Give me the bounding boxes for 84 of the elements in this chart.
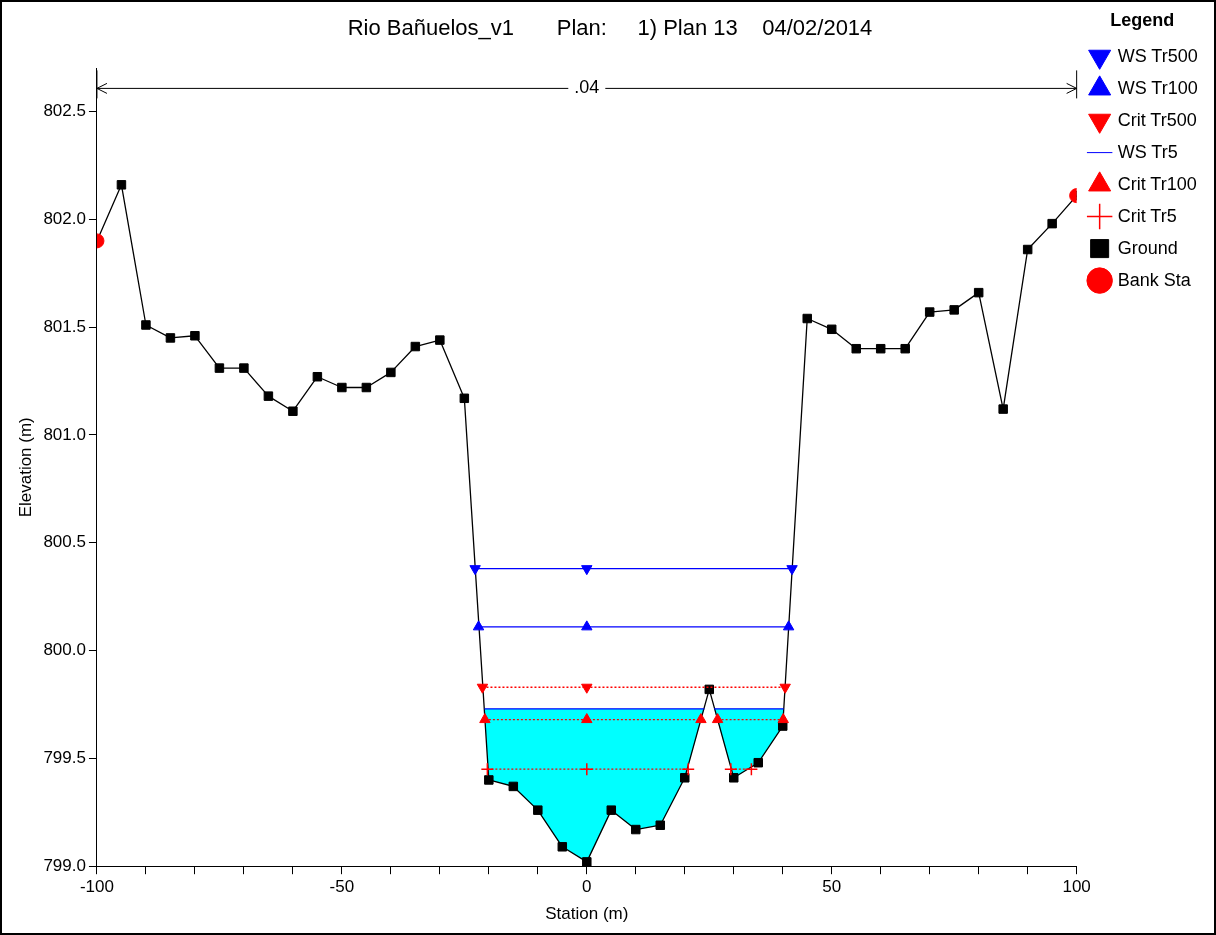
legend-label: WS Tr100 bbox=[1117, 77, 1198, 98]
point bbox=[729, 773, 739, 783]
point bbox=[533, 805, 543, 815]
point bbox=[973, 287, 984, 298]
point bbox=[386, 367, 396, 378]
point bbox=[116, 180, 127, 190]
point bbox=[744, 762, 759, 776]
legend-label: Ground bbox=[1117, 237, 1178, 258]
point bbox=[141, 320, 151, 330]
point bbox=[312, 372, 323, 382]
x-tick-label: -100 bbox=[79, 877, 114, 897]
point bbox=[826, 324, 837, 335]
point bbox=[508, 781, 519, 792]
y-tick-label: 802.0 bbox=[43, 209, 86, 229]
y-tick-label: 801.0 bbox=[43, 424, 86, 444]
point bbox=[581, 565, 593, 576]
point bbox=[581, 683, 593, 694]
y-tick-label: 800.5 bbox=[43, 532, 86, 552]
y-tick-label: 801.5 bbox=[43, 316, 86, 336]
point bbox=[802, 313, 812, 324]
point bbox=[581, 713, 593, 724]
point bbox=[724, 762, 738, 776]
point bbox=[582, 857, 592, 867]
point bbox=[263, 391, 274, 401]
point bbox=[851, 343, 861, 354]
y-tick-label: 802.5 bbox=[43, 101, 86, 121]
point bbox=[606, 805, 617, 815]
legend-label: WS Tr500 bbox=[1117, 45, 1198, 66]
point bbox=[681, 762, 695, 776]
legend-title: Legend bbox=[1110, 9, 1175, 30]
point bbox=[410, 341, 421, 352]
y-tick-label: 799.5 bbox=[43, 748, 86, 768]
x-tick-label: 50 bbox=[822, 877, 842, 897]
point bbox=[998, 404, 1008, 414]
point bbox=[753, 757, 763, 768]
point bbox=[581, 620, 593, 631]
legend-label: Crit Tr5 bbox=[1117, 205, 1177, 226]
point bbox=[239, 363, 249, 373]
point bbox=[695, 713, 707, 724]
point bbox=[779, 683, 791, 694]
point bbox=[680, 773, 690, 783]
x-axis-title: Station (m) bbox=[545, 904, 629, 924]
point bbox=[190, 331, 200, 341]
chart-title: Rio Bañuelos_v1 Plan: 1) Plan 13 04/02/2014 bbox=[347, 15, 873, 41]
point bbox=[484, 775, 494, 785]
point bbox=[1022, 244, 1033, 255]
point bbox=[900, 343, 910, 354]
point bbox=[1047, 218, 1057, 229]
point bbox=[337, 382, 347, 393]
point bbox=[469, 565, 481, 576]
x-tick-label: 0 bbox=[582, 877, 592, 897]
point bbox=[435, 335, 445, 345]
point bbox=[480, 762, 495, 776]
point bbox=[778, 721, 788, 731]
point bbox=[288, 406, 298, 416]
point bbox=[786, 565, 798, 576]
point bbox=[777, 713, 789, 724]
point bbox=[782, 620, 795, 631]
point bbox=[924, 307, 935, 317]
legend-label: Crit Tr100 bbox=[1117, 173, 1197, 194]
point bbox=[479, 713, 491, 724]
point bbox=[655, 820, 666, 830]
point bbox=[476, 683, 489, 694]
legend-label: Bank Sta bbox=[1117, 269, 1192, 290]
annotation: .04 bbox=[574, 77, 600, 98]
point bbox=[459, 393, 470, 404]
x-tick-label: 100 bbox=[1062, 877, 1091, 897]
x-tick-label: -50 bbox=[329, 877, 355, 897]
legend-label: WS Tr5 bbox=[1117, 141, 1178, 162]
point bbox=[875, 343, 886, 354]
point bbox=[949, 305, 959, 315]
point bbox=[472, 620, 485, 631]
point bbox=[631, 824, 641, 835]
y-tick-label: 799.0 bbox=[43, 855, 86, 875]
point bbox=[704, 684, 714, 695]
point bbox=[214, 363, 225, 373]
point bbox=[711, 713, 724, 724]
legend-label: Crit Tr500 bbox=[1117, 109, 1197, 130]
y-tick-label: 800.0 bbox=[43, 640, 86, 660]
y-axis-title: Elevation (m) bbox=[15, 417, 35, 518]
point bbox=[165, 333, 176, 343]
point bbox=[580, 762, 594, 776]
point bbox=[557, 842, 568, 852]
point bbox=[361, 382, 372, 393]
